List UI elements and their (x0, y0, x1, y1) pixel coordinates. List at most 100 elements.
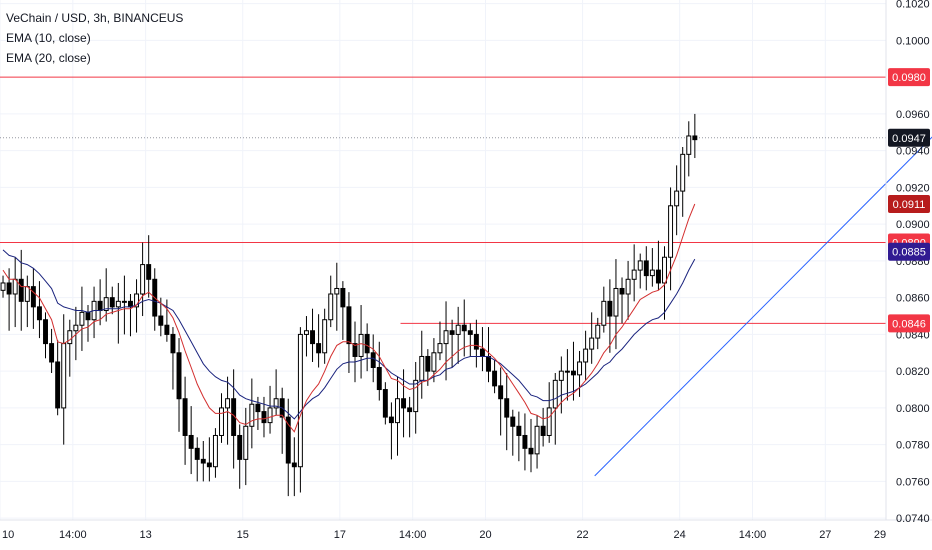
candles-group (0, 113, 698, 497)
candle-body (79, 311, 85, 326)
candle-body (601, 300, 607, 326)
candle-body (376, 366, 382, 391)
candle-body (571, 370, 576, 376)
candle-body (316, 343, 322, 354)
candle-body (540, 425, 546, 436)
time-axis-tick-9: 14:00 (739, 529, 767, 541)
ema20-legend[interactable]: EMA (20, close) (6, 51, 91, 65)
candle-body (686, 135, 692, 155)
candle-body (134, 293, 140, 308)
price-axis-tick-4: 0.0820 (896, 366, 930, 378)
candle-body (643, 260, 649, 277)
candle-body (267, 407, 273, 424)
time-axis-tick-7: 22 (576, 529, 588, 541)
candle-body (219, 407, 224, 436)
candle-body (395, 398, 400, 424)
candle-body (455, 324, 461, 335)
level-badge-0-label: 0.0980 (892, 72, 926, 84)
candle-body (237, 434, 243, 460)
chart-legend: VeChain / USD, 3h, BINANCEUS EMA (10, cl… (6, 8, 183, 68)
candle-body (498, 385, 504, 400)
candle-body (668, 205, 674, 258)
candle-body (225, 398, 231, 409)
price-axis-tick-13: 0.1020 (896, 0, 930, 11)
candle-body (249, 403, 255, 427)
candle-body (692, 135, 698, 141)
candle-body (255, 403, 261, 413)
candle-body (589, 337, 595, 350)
candle-body (419, 355, 425, 381)
level-badge-2-label: 0.0846 (892, 318, 926, 330)
trendline (594, 136, 932, 477)
horizontal-levels[interactable] (0, 76, 886, 324)
candle-body (510, 416, 516, 427)
candle-body (528, 447, 534, 455)
candle-body (595, 324, 601, 339)
candle-body (431, 352, 437, 372)
candle-body (164, 324, 170, 335)
time-axis[interactable]: 10 14:00 13 15 17 14:00 20 22 24 14:00 27 29 (2, 529, 886, 541)
price-axis-tick-11: 0.0960 (896, 109, 930, 121)
time-axis-tick-5: 14:00 (399, 529, 427, 541)
level-badge-2-bg (888, 314, 930, 333)
candle-body (340, 287, 346, 308)
price-axis-tick-9: 0.0920 (896, 182, 930, 194)
candle-body (649, 269, 655, 277)
candle-body (194, 447, 200, 460)
candle-body (655, 269, 661, 284)
candle-body (55, 361, 61, 409)
candle-body (631, 269, 637, 280)
candle-body (558, 370, 564, 381)
candle-body (273, 398, 279, 409)
candle-body (188, 434, 194, 449)
price-axis-tick-6: 0.0860 (896, 293, 930, 305)
price-axis-tick-3: 0.0800 (896, 403, 930, 415)
candle-body (73, 324, 79, 332)
candle-body (473, 333, 479, 350)
candle-body (115, 300, 121, 308)
candle-body (18, 278, 24, 302)
candle-body (30, 286, 36, 308)
candle-body (146, 264, 152, 280)
candle-body (6, 282, 12, 295)
candle-body (358, 333, 364, 357)
candle-body (261, 411, 267, 424)
time-axis-tick-3: 15 (237, 529, 249, 541)
candle-body (158, 315, 164, 326)
candle-body (467, 330, 473, 335)
candle-body (680, 153, 686, 192)
candle-body (443, 330, 449, 345)
candle-body (552, 379, 558, 409)
candle-body (297, 333, 303, 468)
chart-grid (0, 0, 886, 520)
candle-body (425, 355, 431, 372)
last-price-badge-label: 0.0947 (892, 133, 926, 145)
price-axis-tick-5: 0.0840 (896, 329, 930, 341)
candle-body (140, 264, 146, 295)
candle-body (637, 260, 643, 271)
time-axis-tick-8: 24 (674, 529, 686, 541)
trendline-group[interactable] (594, 0, 932, 477)
ema20-badge-bg (888, 242, 930, 261)
candle-body (212, 434, 218, 468)
ema20-badge-label: 0.0885 (892, 247, 926, 259)
symbol-title[interactable]: VeChain / USD, 3h, BINANCEUS (6, 11, 184, 25)
candle-body (176, 352, 182, 400)
ema10-legend[interactable]: EMA (10, close) (6, 31, 91, 45)
candle-body (577, 361, 583, 376)
price-axis-tick-0: 0.0740 (896, 513, 930, 525)
price-axis-tick-2: 0.0780 (896, 440, 930, 452)
candle-body (0, 282, 6, 291)
candle-body (607, 300, 613, 317)
candle-body (504, 398, 510, 418)
candle-body (182, 398, 188, 436)
candle-body (388, 416, 394, 424)
time-axis-tick-6: 20 (479, 529, 491, 541)
candle-body (291, 462, 297, 468)
ema10-badge-bg (888, 194, 930, 213)
candle-body (285, 416, 291, 464)
candle-body (43, 319, 48, 345)
time-axis-tick-1: 14:00 (59, 529, 87, 541)
